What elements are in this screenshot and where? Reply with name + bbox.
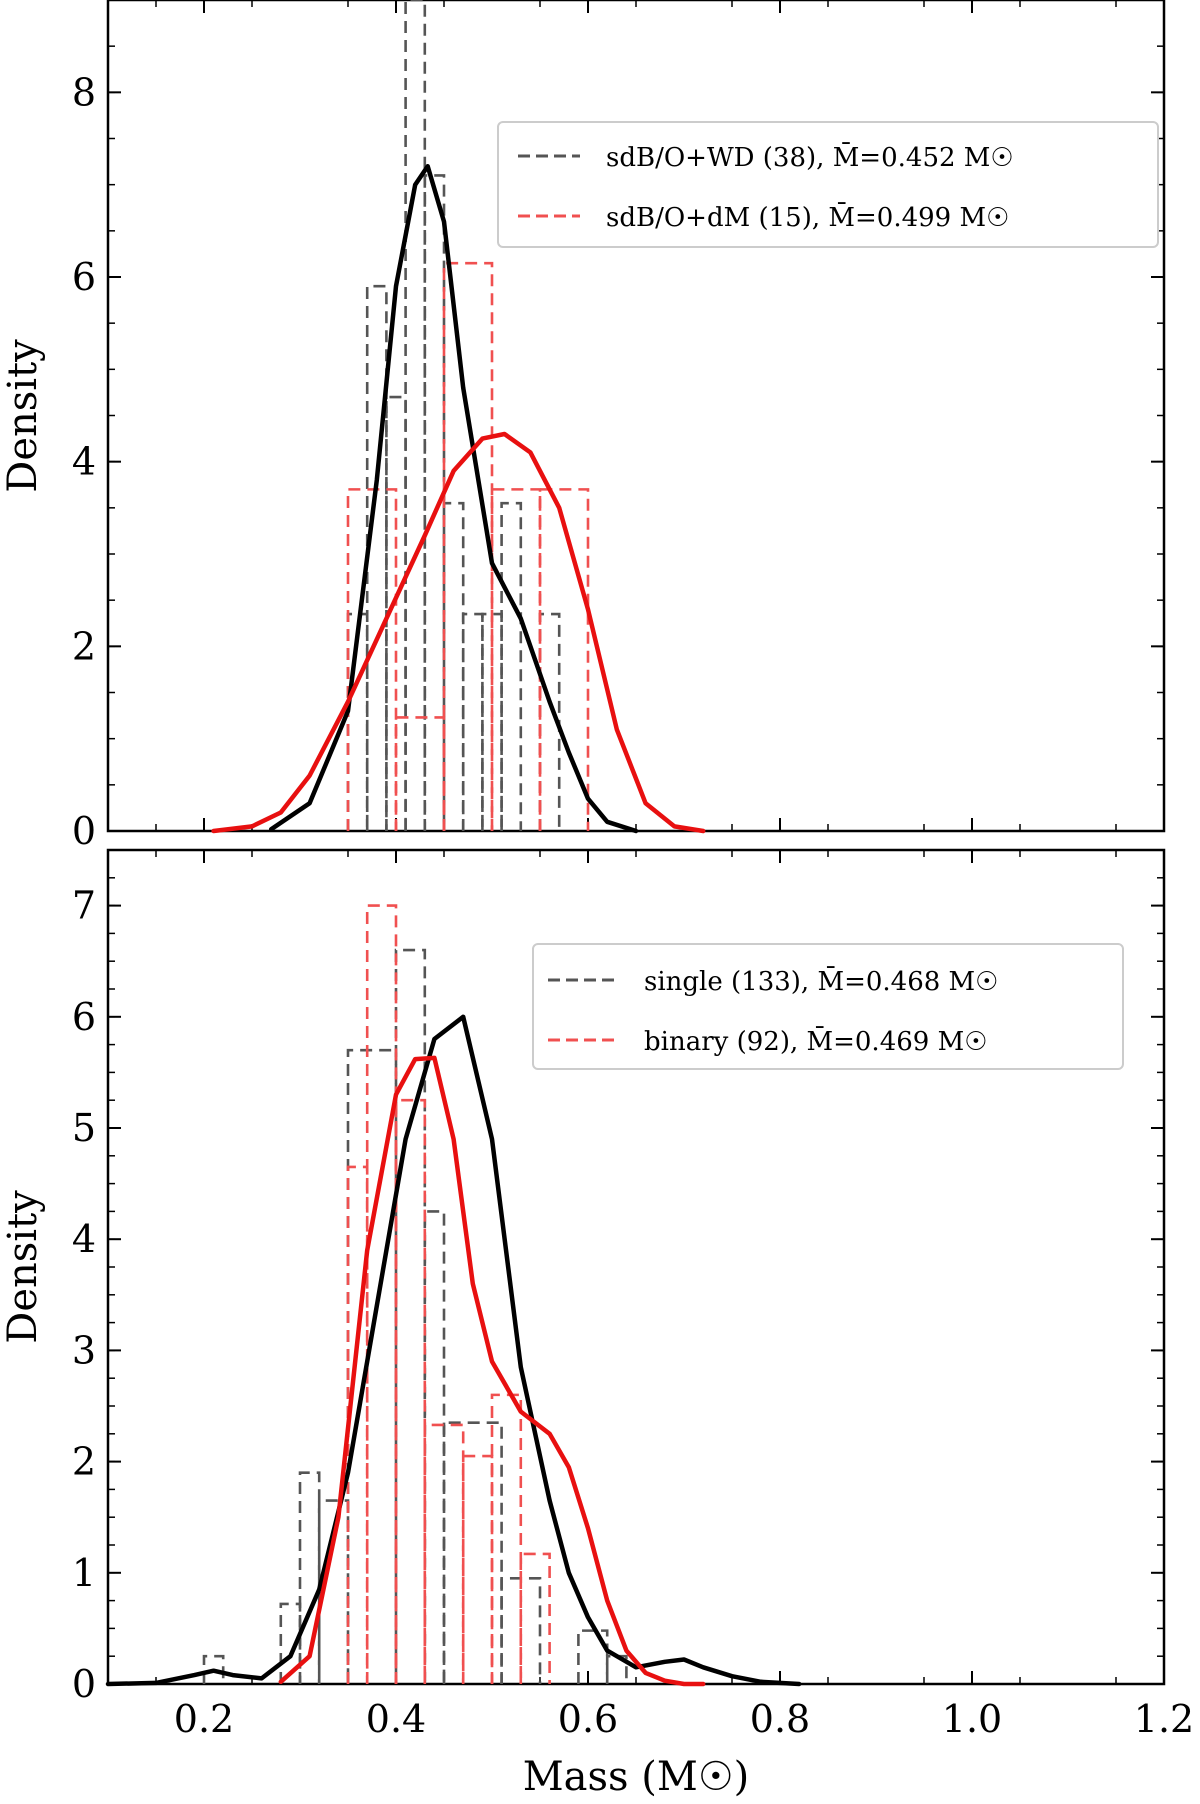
top-panel: 0 2 4 6 8 Density sdB/O+WD (38), M̄=0.452 M☉… [0,0,1166,853]
top-ytick-label: 2 [72,624,96,668]
top-hist-bar-s0-b7 [481,612,503,831]
top-kde-line-s2 [268,163,639,834]
bottom-xlabel: Mass (M☉) [523,1754,750,1800]
bottom-ytick-label: 5 [72,1106,96,1150]
bottom-ytick-label: 1 [72,1551,96,1595]
top-legend: sdB/O+WD (38), M̄=0.452 M☉ sdB/O+dM (15)… [497,121,1159,248]
bottom-hist-bar-s1-b3 [423,1423,465,1684]
bottom-hist-bar-s1-b6 [519,1552,551,1684]
top-hist-bar-s0-b4 [423,174,446,831]
bottom-hist-bar-s0-b12 [605,1654,628,1684]
bottom-hist-bar-s1-b2 [394,1098,427,1684]
bottom-hist-bar-s1-b5 [490,1393,523,1684]
bottom-kde-line-s2 [105,1014,802,1687]
bottom-xtick-label: 0.6 [558,1697,618,1741]
bottom-hist-bar-s0-b5 [346,1048,398,1684]
bottom-xtick-label: 0.2 [174,1697,234,1741]
top-ytick-label: 0 [72,809,96,853]
top-ytick-label: 4 [72,440,96,484]
bottom-kde-curves [105,1014,802,1687]
bottom-legend: single (133), M̄=0.468 M☉ binary (92), M… [532,943,1124,1070]
top-hist-bar-s0-b1 [365,284,388,831]
bottom-kde-line-s3 [278,1055,706,1687]
top-histograms [346,0,590,831]
top-ytick-label: 8 [72,70,96,114]
bottom-ytick-label: 7 [72,884,96,928]
bottom-hist-bar-s1-b1 [365,904,398,1684]
bottom-ylabel: Density [0,1190,46,1344]
bottom-legend-label-binary: binary (92), M̄=0.469 M☉ [644,1025,988,1057]
bottom-hist-bar-s0-b0 [202,1654,225,1684]
top-ticks: 0 2 4 6 8 [72,0,1165,853]
bottom-hist-bar-s0-b3 [298,1471,321,1684]
bottom-histograms [202,904,628,1684]
bottom-hist-bar-s1-b4 [461,1454,494,1684]
top-kde-curves [211,163,706,834]
bottom-ytick-label: 2 [72,1440,96,1484]
top-hist-bar-s1-b4 [538,488,590,831]
top-kde-line-s3 [211,431,706,834]
bottom-ytick-label: 0 [72,1662,96,1706]
top-hist-bar-s0-b8 [500,501,523,831]
top-legend-label-dm: sdB/O+dM (15), M̄=0.499 M☉ [606,201,1009,233]
top-hist-bar-s0-b5 [442,501,465,831]
bottom-ticks: 0.2 0.4 0.6 0.8 1.0 1.2 0 1 2 3 4 5 6 7 [72,849,1194,1741]
bottom-ytick-label: 6 [72,995,96,1039]
top-hist-bar-s1-b2 [442,261,494,831]
top-hist-bar-s1-b3 [490,488,542,831]
bottom-legend-box [532,943,1124,1070]
bottom-panel: 0.2 0.4 0.6 0.8 1.0 1.2 0 1 2 3 4 5 6 7 Density Mass … [0,848,1194,1800]
bottom-hist-bar-s0-b11 [577,1629,609,1684]
top-hist-bar-s0-b0 [346,612,369,831]
bottom-ytick-label: 4 [72,1217,96,1261]
bottom-legend-label-single: single (133), M̄=0.468 M☉ [644,965,999,997]
top-hist-bar-s1-b0 [346,488,398,831]
bottom-xtick-label: 1.0 [942,1697,1002,1741]
bottom-xtick-label: 0.4 [366,1697,426,1741]
top-ytick-label: 6 [72,255,96,299]
bottom-ytick-label: 3 [72,1328,96,1372]
top-ylabel: Density [0,339,46,493]
top-legend-box [497,121,1159,248]
top-legend-label-wd: sdB/O+WD (38), M̄=0.452 M☉ [606,141,1014,173]
bottom-xtick-label: 1.2 [1134,1697,1194,1741]
bottom-hist-bar-s0-b8 [442,1421,503,1684]
top-hist-bar-s1-b1 [394,716,446,831]
bottom-xtick-label: 0.8 [750,1697,810,1741]
bottom-hist-bar-s0-b7 [423,1210,446,1684]
top-hist-bar-s0-b6 [461,612,484,831]
bottom-hist-bar-s0-b4 [317,1499,350,1684]
top-hist-bar-s0-b3 [404,0,427,831]
